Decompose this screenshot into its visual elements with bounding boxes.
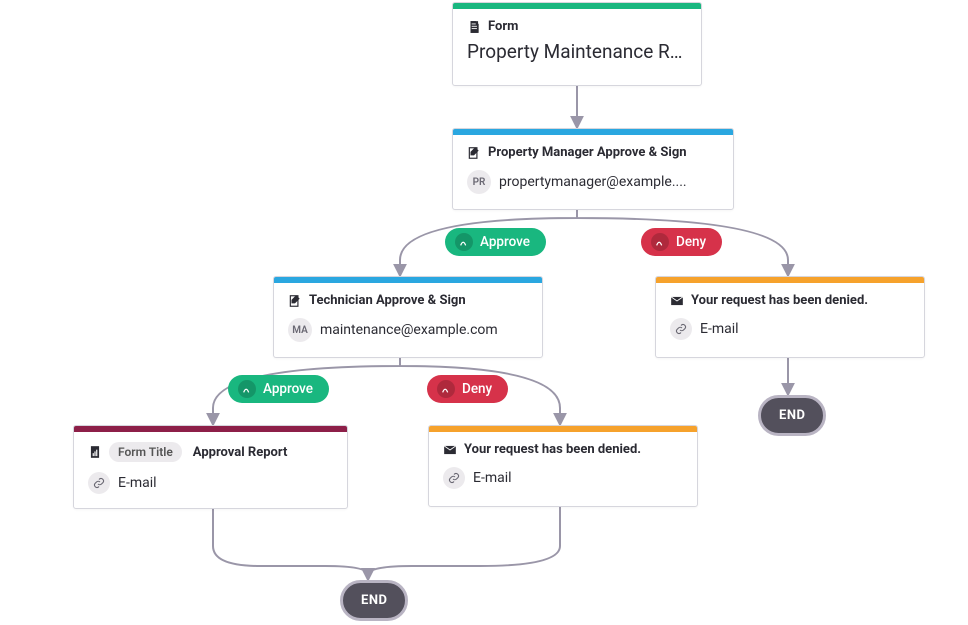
pill-tech-deny[interactable]: Deny (427, 375, 508, 403)
sign-icon (288, 294, 302, 308)
node-approval-report[interactable]: Form Title Approval Report E-mail (73, 425, 348, 509)
approve-icon (455, 233, 473, 251)
deny-icon (437, 380, 455, 398)
workflow-diagram: Form Property Maintenance Re... Property… (0, 0, 968, 625)
avatar: MA (288, 318, 312, 342)
pill-label: Approve (263, 381, 313, 397)
node-title: Your request has been denied. (691, 293, 868, 308)
pill-label: Deny (676, 234, 706, 250)
pill-label: Deny (462, 381, 492, 397)
node-form[interactable]: Form Property Maintenance Re... (452, 2, 702, 86)
link-icon (443, 467, 465, 489)
mail-icon (670, 294, 684, 308)
node-property-manager[interactable]: Property Manager Approve & Sign PR prope… (452, 128, 734, 210)
node-header-label: Form (488, 19, 518, 34)
node-title: Property Manager Approve & Sign (488, 145, 687, 160)
node-email: maintenance@example.com (320, 322, 498, 338)
deny-icon (651, 233, 669, 251)
node-title: Your request has been denied. (464, 442, 641, 457)
end-label: END (361, 593, 387, 608)
form-icon (467, 20, 481, 34)
approve-icon (238, 380, 256, 398)
form-title-chip: Form Title (109, 442, 182, 462)
node-title: Property Maintenance Re... (453, 38, 701, 75)
node-technician[interactable]: Technician Approve & Sign MA maintenance… (273, 276, 543, 358)
node-link-label: E-mail (700, 321, 739, 337)
pill-tech-approve[interactable]: Approve (228, 375, 329, 403)
end-label: END (779, 408, 805, 423)
pill-pm-approve[interactable]: Approve (445, 228, 546, 256)
pill-label: Approve (480, 234, 530, 250)
pill-pm-deny[interactable]: Deny (641, 228, 722, 256)
link-icon (88, 472, 110, 494)
mail-icon (443, 443, 457, 457)
report-icon (88, 445, 102, 459)
node-deny-1[interactable]: Your request has been denied. E-mail (655, 276, 925, 358)
end-cap-1: END (758, 395, 826, 436)
sign-icon (467, 146, 481, 160)
node-link-label: E-mail (118, 475, 157, 491)
node-deny-2[interactable]: Your request has been denied. E-mail (428, 425, 698, 507)
node-title: Technician Approve & Sign (309, 293, 466, 308)
node-link-label: E-mail (473, 470, 512, 486)
node-email: propertymanager@example.... (499, 174, 687, 190)
node-title: Approval Report (193, 445, 288, 460)
link-icon (670, 318, 692, 340)
end-cap-2: END (340, 580, 408, 621)
avatar: PR (467, 170, 491, 194)
